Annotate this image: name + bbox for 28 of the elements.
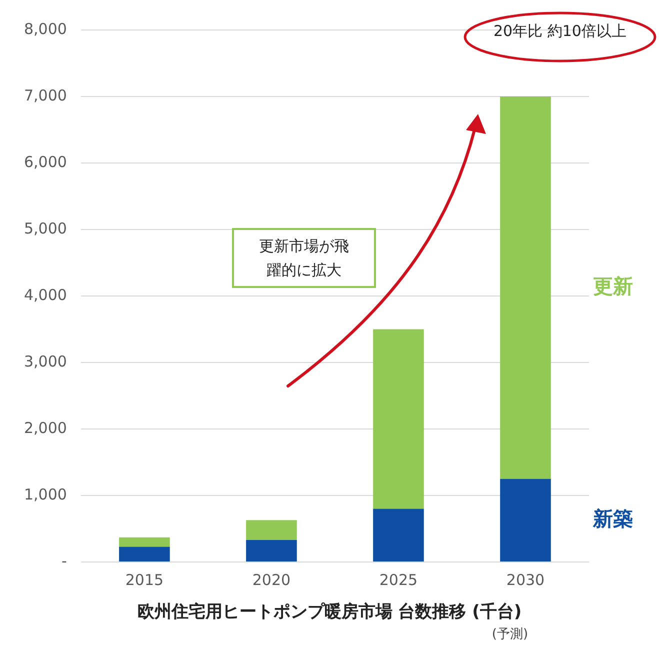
- note-frame: 更新市場が飛躍的に拡大: [232, 228, 376, 288]
- bar: [500, 478, 551, 562]
- text: 新築: [592, 506, 633, 530]
- y-tick-label: 5,000: [24, 219, 67, 238]
- bar: [373, 508, 424, 562]
- bar: [119, 546, 170, 562]
- annotation: 20年比 約10倍以上: [492, 22, 628, 41]
- x-tick-label: 2015: [125, 570, 164, 589]
- annotation: 更新市場が飛躍的に拡大: [258, 236, 350, 281]
- y-tick-label: 2,000: [24, 418, 67, 437]
- text: (予測): [490, 626, 530, 643]
- y-tick-label: -: [62, 552, 67, 570]
- y-tick-label: 4,000: [24, 286, 67, 304]
- text: 欧州住宅用ヒートポンプ暖房市場 台数推移 (千台): [136, 601, 523, 623]
- x-tick-label: 2020: [252, 570, 291, 589]
- bar: [246, 520, 297, 540]
- bar: [373, 329, 424, 509]
- y-tick-label: 1,000: [24, 485, 67, 504]
- bar: [119, 537, 170, 547]
- y-tick-label: 6,000: [24, 152, 67, 171]
- y-tick-label: 8,000: [24, 20, 67, 38]
- bar: [500, 96, 551, 479]
- text: 更新: [593, 274, 633, 298]
- bar: [246, 540, 297, 562]
- x-tick-label: 2030: [506, 570, 545, 589]
- y-tick-label: 3,000: [24, 352, 67, 370]
- x-tick-label: 2025: [379, 570, 418, 589]
- y-tick-label: 7,000: [24, 86, 67, 104]
